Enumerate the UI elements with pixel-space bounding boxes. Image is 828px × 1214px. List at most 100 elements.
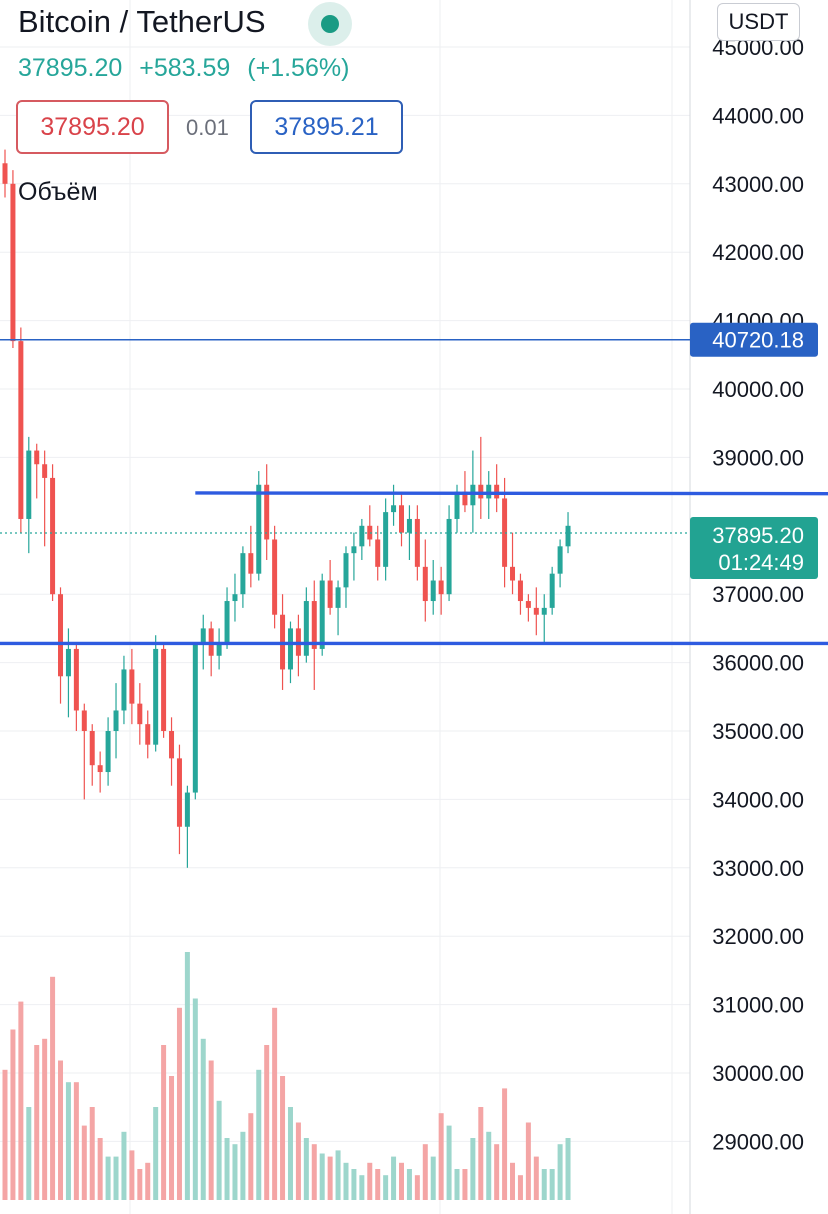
volume-bar (319, 1153, 325, 1200)
volume-bar (422, 1144, 428, 1200)
candle-body (65, 648, 71, 677)
volume-bar (335, 1150, 341, 1200)
price-change-percent: (+1.56%) (247, 54, 350, 82)
volume-bar (65, 1082, 71, 1200)
volume-bar (280, 1076, 286, 1200)
candle-body (557, 546, 563, 574)
volume-bar (105, 1156, 111, 1200)
price-axis-tick-label: 44000.00 (712, 103, 804, 128)
candle-body (406, 518, 412, 533)
candle-body (153, 648, 159, 745)
spread-value: 0.01 (186, 115, 229, 140)
volume-indicator-label[interactable]: Объём (18, 178, 98, 206)
candle-body (224, 601, 230, 643)
volume-bar (121, 1131, 127, 1200)
volume-bar (232, 1144, 238, 1200)
candle-body (240, 553, 246, 595)
candle-body (105, 731, 111, 773)
candle-body (533, 607, 539, 615)
candle-body (565, 525, 571, 547)
volume-bar (367, 1162, 373, 1200)
price-axis-tick-label: 37000.00 (712, 582, 804, 607)
candle-body (216, 642, 222, 656)
price-axis-tick-label: 42000.00 (712, 240, 804, 265)
price-axis-tick-label: 29000.00 (712, 1129, 804, 1154)
price-axis-tick-label: 40000.00 (712, 377, 804, 402)
candle-body (549, 573, 555, 608)
candle-body (525, 601, 531, 608)
horizontal-line-price-tag (690, 322, 818, 357)
volume-bar (399, 1162, 404, 1200)
volume-bar (383, 1175, 389, 1200)
candle-body (161, 648, 167, 731)
candle-body (454, 491, 460, 519)
volume-bar (192, 998, 198, 1200)
candle-body (137, 703, 143, 725)
candle-body (184, 792, 190, 827)
candle-body (89, 731, 95, 766)
candle-body (510, 566, 516, 581)
candle-body (422, 566, 428, 602)
volume-bar (351, 1169, 357, 1200)
volume-bar (343, 1162, 349, 1200)
volume-bar (89, 1107, 95, 1200)
volume-bar (113, 1156, 119, 1200)
candle-body (145, 724, 151, 745)
trend-line-drawing (195, 491, 828, 496)
volume-bar (73, 1082, 79, 1200)
volume-bar (295, 1122, 301, 1200)
volume-bar (478, 1107, 484, 1200)
volume-bar (42, 1038, 48, 1200)
buy-button[interactable]: 37895.21 (250, 100, 403, 154)
volume-bar (494, 1144, 500, 1200)
candle-body (446, 518, 452, 595)
volume-bar (184, 952, 190, 1200)
candle-body (375, 539, 381, 567)
price-axis-tick-label: 36000.00 (712, 651, 804, 676)
candle-body (359, 525, 365, 547)
candle-body (319, 580, 325, 649)
candle-body (470, 484, 476, 506)
volume-bar (200, 1038, 206, 1200)
volume-bar (248, 1113, 254, 1200)
volume-bar (264, 1045, 270, 1200)
candle-body (248, 553, 254, 574)
candle-body (367, 525, 373, 540)
price-axis-tick-label: 31000.00 (712, 993, 804, 1018)
candle-body (414, 518, 420, 567)
candle-body (517, 580, 523, 602)
candle-body (26, 450, 32, 519)
sell-button[interactable]: 37895.20 (16, 100, 169, 154)
volume-bar (510, 1162, 516, 1200)
candle-body (121, 669, 127, 711)
price-axis-tick-label: 39000.00 (712, 445, 804, 470)
currency-button[interactable]: USDT (717, 3, 800, 41)
candle-body (18, 341, 24, 519)
volume-bar (10, 1029, 16, 1200)
horizontal-line-price-label: 40720.18 (712, 328, 804, 353)
volume-bar (391, 1156, 397, 1200)
candle-body (502, 498, 508, 567)
volume-bar (438, 1113, 444, 1200)
volume-bar (311, 1144, 317, 1200)
volume-bar (161, 1045, 167, 1200)
volume-bar (272, 1007, 278, 1200)
price-axis-tick-label: 30000.00 (712, 1061, 804, 1086)
volume-bar (208, 1060, 214, 1200)
volume-bar (34, 1045, 40, 1200)
volume-bar (517, 1175, 523, 1200)
volume-bar (406, 1169, 412, 1200)
volume-bar (18, 1001, 24, 1200)
candle-body (113, 710, 119, 731)
candle-body (58, 594, 64, 677)
candle-body (264, 484, 270, 540)
volume-bar (454, 1169, 460, 1200)
market-open-dot-icon (321, 15, 339, 33)
candle-body (430, 580, 436, 602)
price-axis-tick-label: 34000.00 (712, 787, 804, 812)
candle-body (383, 512, 389, 567)
symbol-title[interactable]: Bitcoin / TetherUS (18, 4, 266, 39)
candle-body (287, 628, 293, 670)
candle-body (303, 601, 309, 656)
